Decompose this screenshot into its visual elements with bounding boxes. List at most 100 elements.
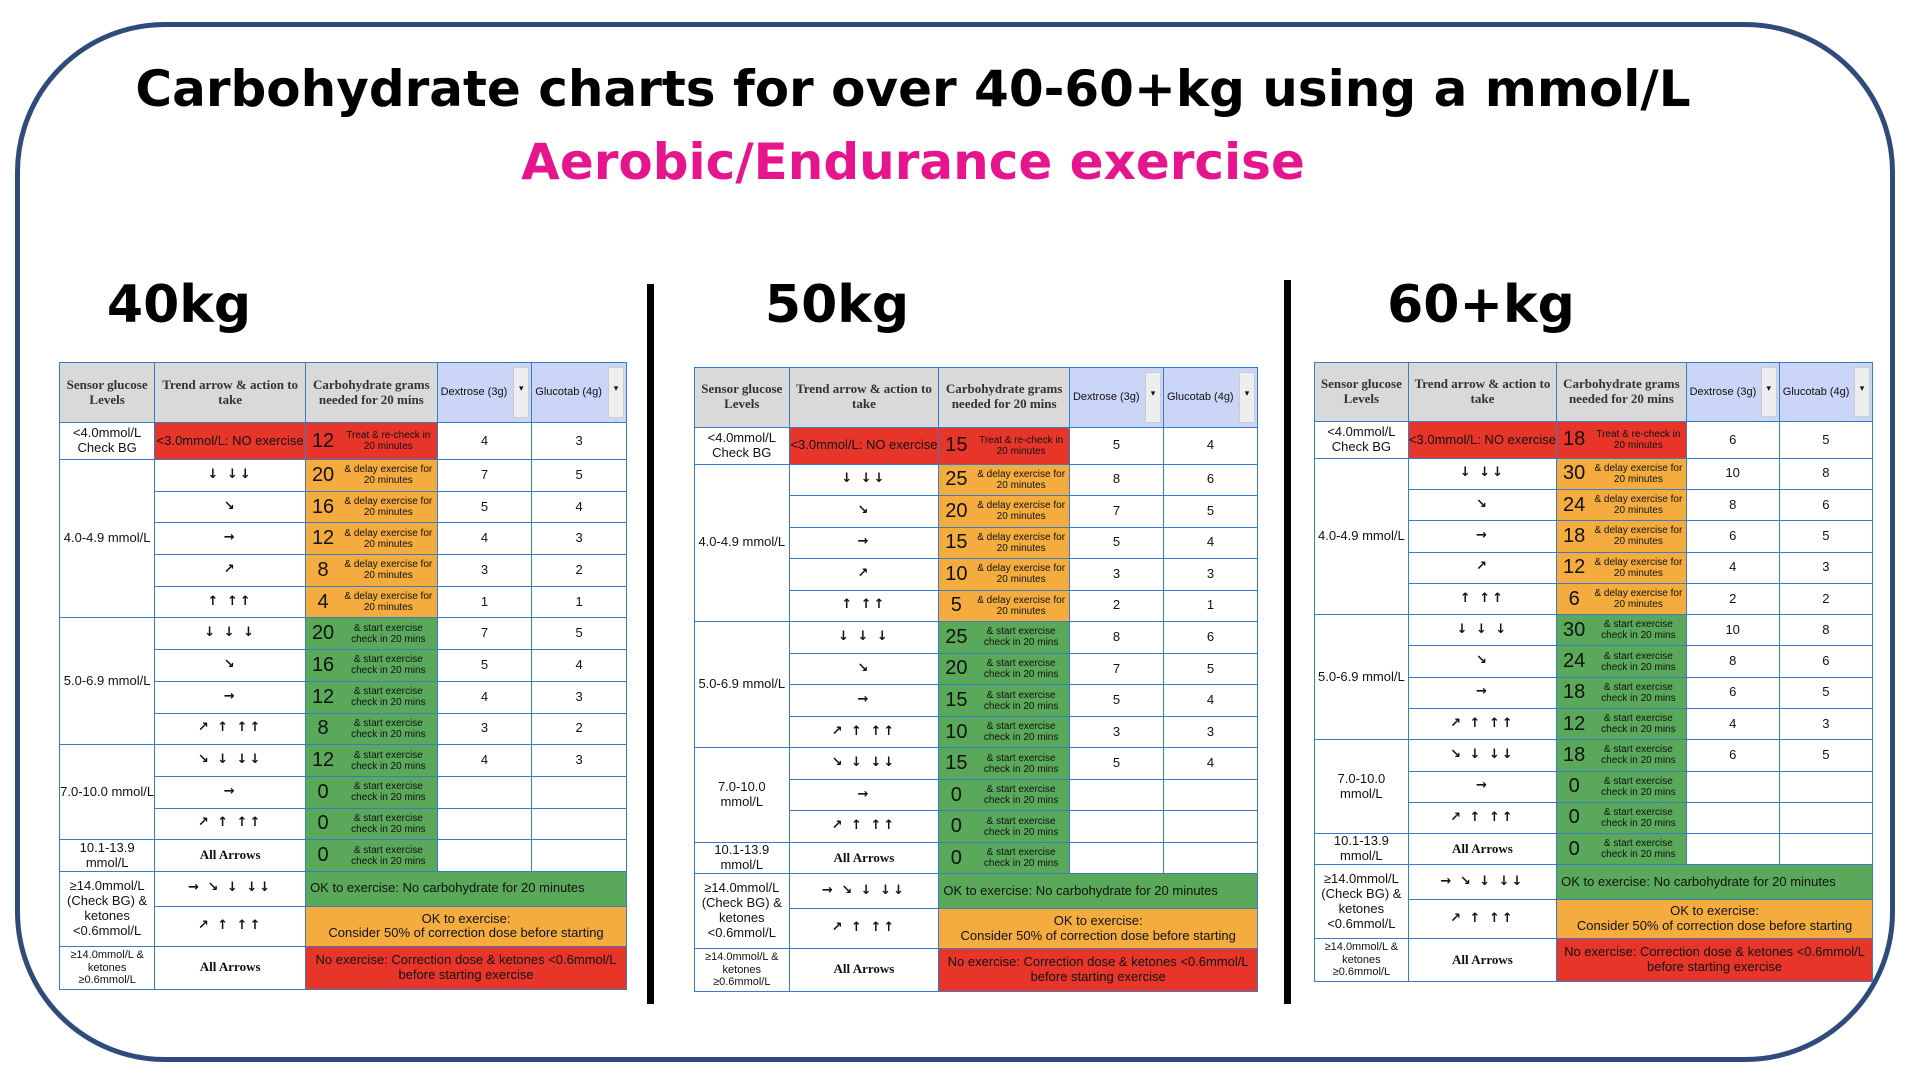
carb-cell: 18 Treat & re-check in 20 minutes [1556, 421, 1687, 459]
carb-grams: 15 [945, 752, 968, 775]
glucotab-count: 5 [531, 459, 627, 492]
carb-note: & delay exercise for 20 minutes [1594, 588, 1683, 610]
carb-cell: 12 & start exercise check in 20 mins [305, 744, 438, 777]
glucotab-count: 1 [1162, 589, 1258, 623]
carb-box: 8 & start exercise check in 20 mins [306, 714, 437, 745]
carb-cell: 10 & delay exercise for 20 minutes [938, 558, 1070, 591]
carb-grams: 20 [311, 622, 335, 645]
filter-dropdown-icon[interactable]: ▾ [1144, 372, 1161, 423]
carb-grams: 24 [1563, 650, 1586, 673]
carb-cell: 12 & delay exercise for 20 minutes [305, 522, 438, 556]
carb-grams: 15 [945, 531, 968, 554]
dextrose-count [1068, 841, 1164, 875]
glucotab-count: 6 [1778, 489, 1873, 522]
table-row: ↘ 16 & delay exercise for 20 minutes 5 4 [60, 490, 627, 524]
filter-dropdown-icon[interactable]: ▾ [513, 367, 530, 418]
glucotab-count: 4 [1162, 747, 1258, 780]
dextrose-count: 4 [1685, 707, 1780, 741]
carb-grams: 18 [1563, 428, 1586, 451]
table-row: ↗ 12 & delay exercise for 20 minutes 4 3 [1315, 551, 1873, 584]
table-row: ↘ 20 & start exercise check in 20 mins 7 5 [695, 652, 1258, 686]
ok-correction-message: OK to exercise: Consider 50% of correctio… [938, 908, 1258, 950]
carb-box: 12 Treat & re-check in 20 minutes [306, 423, 437, 459]
glucotab-count: 3 [531, 680, 627, 714]
trend-arrows: ↘ [788, 495, 940, 528]
carb-note: & start exercise check in 20 mins [1601, 806, 1676, 829]
table-row: ↗ ↑ ↑↑ OK to exercise: Consider 50% of cor… [60, 905, 627, 947]
carb-cell: 6 & delay exercise for 20 minutes [1556, 582, 1687, 616]
glucose-level: 7.0-10.0 mmol/L [1314, 739, 1409, 835]
header-carbs: Carbohydrate grams needed for 20 mins [938, 367, 1070, 428]
carb-box: 15 & delay exercise for 20 minutes [939, 528, 1069, 559]
table-row: 7.0-10.0 mmol/L ↘ ↓ ↓↓ 12 & start exercise … [58, 744, 627, 841]
carb-note: & delay exercise for 20 minutes [977, 468, 1066, 491]
filter-dropdown-icon[interactable]: ▾ [1760, 367, 1777, 418]
ok-correction-message: OK to exercise: Consider 50% of correctio… [305, 905, 627, 947]
trend-arrows: ↗ [154, 554, 307, 587]
carb-box: 20 & delay exercise for 20 minutes [939, 496, 1069, 527]
carb-box: 18 & start exercise check in 20 mins [1557, 740, 1685, 770]
dextrose-count: 5 [436, 490, 533, 524]
carb-note: & start exercise check in 20 mins [983, 752, 1059, 775]
carb-box: 6 & delay exercise for 20 minutes [1557, 584, 1685, 614]
header-dextrose-label: Dextrose (3g) [1689, 385, 1757, 398]
carb-grams: 25 [945, 625, 968, 648]
trend-arrows: ↑ ↑↑ [788, 589, 940, 623]
glucotab-count: 3 [531, 422, 627, 460]
header-sensor: Sensor glucose Levels [694, 367, 790, 428]
trend-arrows: ↗ ↑ ↑↑ [154, 712, 307, 746]
glucotab-count [1162, 810, 1258, 843]
glucotab-count: 4 [1162, 426, 1258, 465]
carb-box: 0 & start exercise check in 20 mins [1557, 772, 1685, 802]
glucose-level: 5.0-6.9 mmol/L [58, 617, 156, 746]
carb-box: 0 & start exercise check in 20 mins [1557, 834, 1685, 864]
rounded-frame [15, 22, 1895, 1062]
filter-dropdown-icon[interactable]: ▾ [607, 367, 624, 418]
carb-grams: 20 [945, 499, 968, 522]
trend-arrows: ↘ [1407, 489, 1558, 522]
dextrose-count [436, 839, 533, 872]
dextrose-count: 6 [1685, 520, 1780, 553]
dextrose-count [1685, 801, 1780, 835]
trend-arrows: ↓ ↓↓ [154, 459, 307, 492]
table-row: ↑ ↑↑ 5 & delay exercise for 20 minutes 2 1 [695, 589, 1258, 623]
carb-cell: 0 & start exercise check in 20 mins [305, 775, 438, 809]
carb-cell: 0 & start exercise check in 20 mins [305, 807, 438, 841]
table-row: ↗ ↑ ↑↑ 0 & start exercise check in 20 mins [60, 807, 627, 841]
glucotab-count: 3 [531, 744, 627, 777]
trend-arrows: ↗ [788, 558, 940, 591]
no-exercise-message: No exercise: Correction dose & ketones <… [1556, 938, 1873, 982]
carb-cell: 25 & start exercise check in 20 mins [938, 621, 1070, 654]
table-row: 5.0-6.9 mmol/L ↓ ↓ ↓ 25 & start exercise ch… [694, 621, 1258, 749]
carb-grams: 8 [317, 717, 329, 740]
carb-box: 8 & delay exercise for 20 minutes [306, 555, 437, 586]
header-glucotab: Glucotab (4g) ▾ [1162, 367, 1258, 428]
table-row: 10.1-13.9 mmol/L All Arrows 0 & start exerc… [1314, 833, 1873, 866]
dextrose-count: 8 [1685, 645, 1780, 678]
weight-label: 40kg [106, 275, 252, 335]
trend-arrows: ↑ ↑↑ [1407, 582, 1558, 616]
header-glucotab-label: Glucotab (4g) [1166, 391, 1234, 404]
carb-note: & start exercise check in 20 mins [351, 654, 426, 677]
carb-grams: 15 [945, 689, 968, 711]
filter-dropdown-icon[interactable]: ▾ [1238, 372, 1255, 423]
dextrose-count: 8 [1068, 621, 1164, 654]
filter-dropdown-icon[interactable]: ▾ [1853, 367, 1870, 418]
table-row: ↘ 24 & start exercise check in 20 mins 8 6 [1315, 645, 1873, 678]
message-line: before starting exercise [398, 966, 534, 982]
carb-box: 15 & start exercise check in 20 mins [939, 685, 1069, 716]
glucotab-count [531, 839, 627, 872]
ok-no-carb-message: OK to exercise: No carbohydrate for 20 m… [938, 873, 1258, 910]
table-row: → 0 & start exercise check in 20 mins [60, 775, 627, 809]
trend-arrows: ↓ ↓ ↓ [154, 617, 307, 651]
trend-arrows: ↑ ↑↑ [154, 585, 307, 619]
carb-grams: 4 [317, 590, 329, 613]
glucose-level: ≥14.0mmol/L & ketones ≥0.6mmol/L [1314, 938, 1409, 982]
carb-note: & delay exercise for 20 minutes [1594, 525, 1683, 548]
carb-cell: 20 & delay exercise for 20 minutes [938, 495, 1070, 528]
table-row: <4.0mmol/L Check BG <3.0mmol/L: NO exerci… [58, 422, 627, 460]
trend-arrows: → [1407, 770, 1558, 803]
table-row: 7.0-10.0 mmol/L ↘ ↓ ↓↓ 18 & start exercise … [1314, 739, 1873, 835]
dextrose-count: 1 [436, 585, 533, 619]
message-line: Consider 50% of correction dose before s… [960, 927, 1236, 943]
